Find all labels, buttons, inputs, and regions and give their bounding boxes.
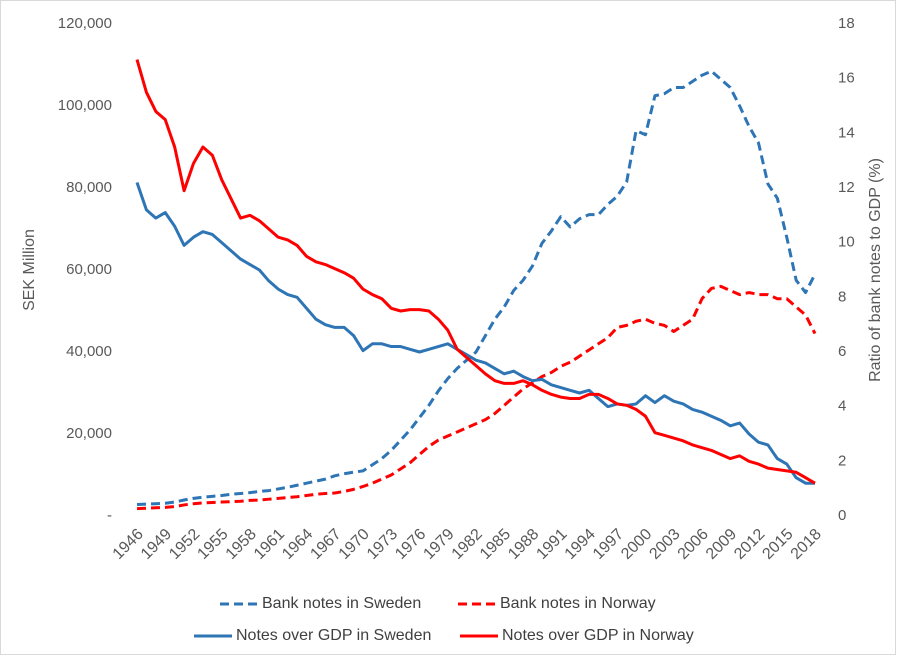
y-tick-label: 60,000 bbox=[66, 261, 112, 278]
series-line bbox=[135, 59, 816, 485]
y-tick-label: 40,000 bbox=[66, 343, 112, 360]
y2-tick-label: 0 bbox=[838, 507, 846, 524]
series-line bbox=[135, 182, 815, 485]
y-tick-label: 100,000 bbox=[58, 97, 112, 114]
series-line bbox=[136, 284, 817, 511]
y2-tick-label: 6 bbox=[838, 343, 846, 360]
y2-tick-label: 2 bbox=[838, 452, 846, 469]
legend-label: Notes over GDP in Norway bbox=[502, 627, 694, 644]
y2-tick-label: 16 bbox=[838, 70, 855, 87]
legend-label: Bank notes in Sweden bbox=[262, 595, 421, 612]
y2-tick-label: 18 bbox=[838, 15, 855, 32]
y2-tick-label: 4 bbox=[838, 398, 846, 415]
y-tick-label: 80,000 bbox=[66, 179, 112, 196]
y-tick-label: 20,000 bbox=[66, 425, 112, 442]
y2-tick-label: 8 bbox=[838, 288, 846, 305]
y-tick-label: - bbox=[107, 507, 112, 524]
y2-axis-label: Ratio of bank notes to GDP (%) bbox=[867, 158, 884, 382]
y-tick-label: 120,000 bbox=[58, 15, 112, 32]
y2-tick-label: 14 bbox=[838, 124, 855, 141]
y2-tick-label: 10 bbox=[838, 234, 855, 251]
series-line bbox=[136, 69, 817, 507]
y2-tick-label: 12 bbox=[838, 179, 855, 196]
legend-label: Bank notes in Norway bbox=[500, 595, 656, 612]
legend-label: Notes over GDP in Sweden bbox=[236, 627, 431, 644]
y-axis-label: SEK Million bbox=[21, 229, 38, 311]
